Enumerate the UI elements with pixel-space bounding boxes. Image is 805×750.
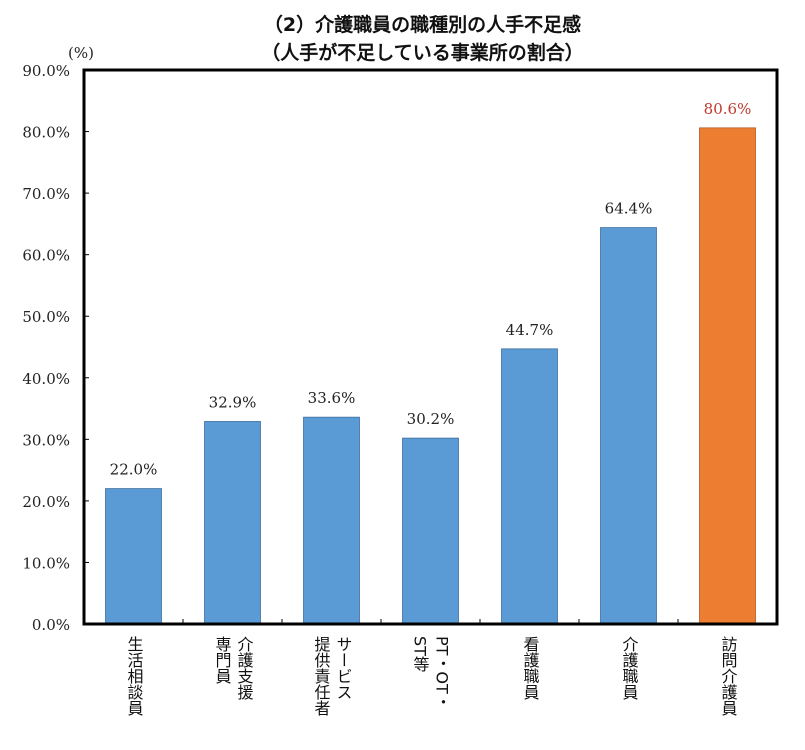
y-tick-label: 70.0%: [22, 185, 70, 203]
y-tick-label: 30.0%: [22, 431, 70, 449]
chart-title: （2）介護職員の職種別の人手不足感: [263, 14, 582, 36]
x-tick-label: 介護職員: [619, 636, 639, 700]
bar: [105, 488, 162, 625]
y-tick-label: 0.0%: [32, 616, 70, 634]
bar: [204, 421, 261, 625]
chart-subtitle: （人手が不足している事業所の割合）: [261, 42, 584, 64]
x-tick-label: 訪問介護員: [718, 636, 738, 716]
data-label: 22.0%: [110, 461, 158, 479]
x-tick-label: 生活相談員: [124, 636, 144, 716]
data-label: 80.6%: [704, 100, 752, 118]
bar: [501, 348, 558, 625]
y-tick-label: 60.0%: [22, 247, 70, 265]
x-tick-label: 介護支援 専門員: [212, 636, 254, 700]
x-tick-label: 看護職員: [520, 636, 540, 700]
bar: [600, 227, 657, 625]
bar: [699, 127, 756, 625]
y-tick-label: 50.0%: [22, 308, 70, 326]
data-label: 64.4%: [605, 200, 653, 218]
y-axis-unit-label: (%): [68, 44, 94, 62]
y-tick-label: 40.0%: [22, 370, 70, 388]
y-tick-label: 10.0%: [22, 554, 70, 572]
data-label: 32.9%: [209, 393, 257, 411]
data-label: 30.2%: [407, 410, 455, 428]
bar: [303, 416, 360, 625]
y-tick-label: 80.0%: [22, 124, 70, 142]
data-label: 33.6%: [308, 389, 356, 407]
plot-frame: [82, 68, 779, 626]
y-tick-label: 90.0%: [22, 62, 70, 80]
data-label: 44.7%: [506, 321, 554, 339]
x-tick-label: サービス 提供責任者: [311, 636, 353, 716]
y-tick-label: 20.0%: [22, 493, 70, 511]
x-tick-label: PT・OT・ ST等: [410, 636, 452, 710]
bar: [402, 437, 459, 625]
